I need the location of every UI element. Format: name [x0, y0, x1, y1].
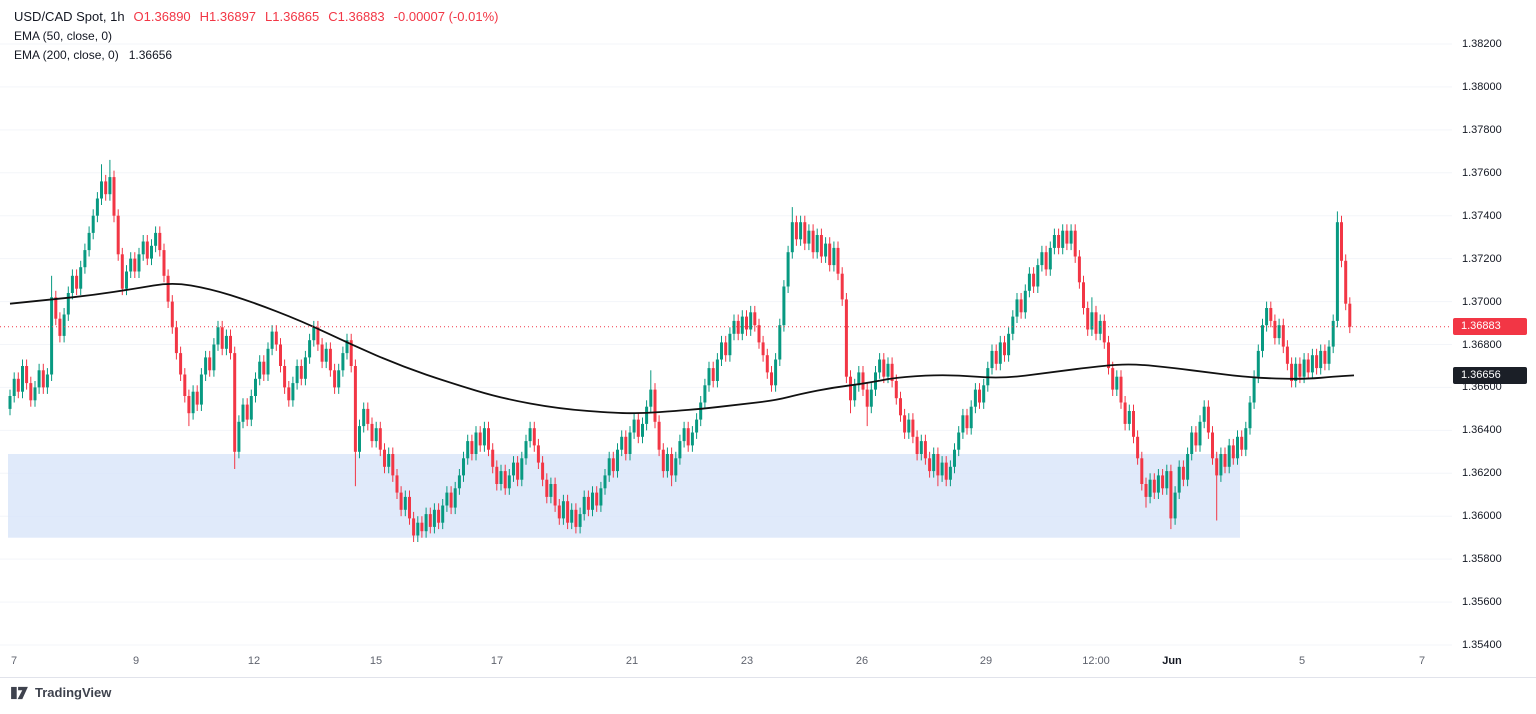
time-axis-label: 9	[132, 655, 140, 667]
time-axis-label: 21	[625, 655, 639, 667]
ohlc-change: -0.00007 (-0.01%)	[393, 9, 499, 24]
price-tick-label: 1.36000	[1462, 510, 1502, 523]
time-axis-label: 7	[10, 655, 18, 667]
candlestick-chart[interactable]	[0, 0, 1452, 648]
time-axis-label: 26	[855, 655, 869, 667]
price-tick-label: 1.36200	[1462, 467, 1502, 480]
time-axis-label: 23	[740, 655, 754, 667]
indicator-label: EMA (200, close, 0)	[14, 48, 119, 62]
ohlc-low: L1.36865	[265, 9, 320, 24]
price-tick-label: 1.38000	[1462, 80, 1502, 93]
time-axis-label: 12:00	[1082, 655, 1110, 667]
symbol-row: USD/CAD Spot, 1h O1.36890 H1.36897 L1.36865…	[14, 7, 498, 26]
plot-area: USD/CAD Spot, 1h O1.36890 H1.36897 L1.36865…	[0, 0, 1452, 648]
ema200-line[interactable]	[9, 283, 1355, 415]
tradingview-logo-link[interactable]: TradingView	[10, 685, 111, 700]
price-tick-label: 1.36400	[1462, 424, 1502, 437]
price-tick-label: 1.35600	[1462, 596, 1502, 609]
time-axis-label: 12	[247, 655, 261, 667]
axis-separator-line	[0, 677, 1536, 678]
price-tick-label: 1.37400	[1462, 209, 1502, 222]
indicator-label: EMA (50, close, 0)	[14, 29, 113, 43]
time-axis-label: 17	[490, 655, 504, 667]
tradingview-logo-icon	[10, 686, 29, 700]
time-axis-label: Jun	[1162, 655, 1182, 667]
time-axis[interactable]: 7 9 12 15 17 21 23 26 29 12:00 Jun 5 7	[0, 648, 1452, 676]
indicator-value: 1.36656	[128, 48, 173, 62]
price-tick-label: 1.38200	[1462, 38, 1502, 50]
ohlc-open: O1.36890	[133, 9, 191, 24]
indicator-row-ema200[interactable]: EMA (200, close, 0) 1.36656	[14, 45, 498, 64]
indicator-row-ema50[interactable]: EMA (50, close, 0)	[14, 26, 498, 45]
symbol-title[interactable]: USD/CAD Spot, 1h	[14, 9, 125, 24]
price-tick-label: 1.36800	[1462, 338, 1502, 351]
time-axis-label: 7	[1418, 655, 1426, 667]
ohlc-high: H1.36897	[199, 9, 257, 24]
price-tick-label: 1.37200	[1462, 252, 1502, 265]
last-price-badge: 1.36883	[1453, 318, 1527, 336]
support-zone	[8, 454, 1240, 538]
legend: USD/CAD Spot, 1h O1.36890 H1.36897 L1.36865…	[14, 7, 498, 64]
price-tick-label: 1.37800	[1462, 123, 1502, 136]
bottom-bar: TradingView	[0, 678, 1536, 714]
ema-value-badge: 1.36656	[1453, 366, 1527, 384]
ohlc-close: C1.36883	[328, 9, 385, 24]
price-tick-label: 1.35800	[1462, 553, 1502, 566]
time-axis-label: 29	[979, 655, 993, 667]
price-tick-label: 1.37600	[1462, 166, 1502, 179]
price-tick-label: 1.35400	[1462, 639, 1502, 651]
price-tick-label: 1.36600	[1462, 381, 1502, 394]
time-axis-label: 5	[1298, 655, 1306, 667]
price-tick-label: 1.37000	[1462, 295, 1502, 308]
time-axis-label: 15	[369, 655, 383, 667]
tradingview-logo-text: TradingView	[35, 685, 112, 700]
price-axis[interactable]: 1.38200 1.38000 1.37800 1.37600 1.37400 1.372…	[1452, 0, 1536, 651]
